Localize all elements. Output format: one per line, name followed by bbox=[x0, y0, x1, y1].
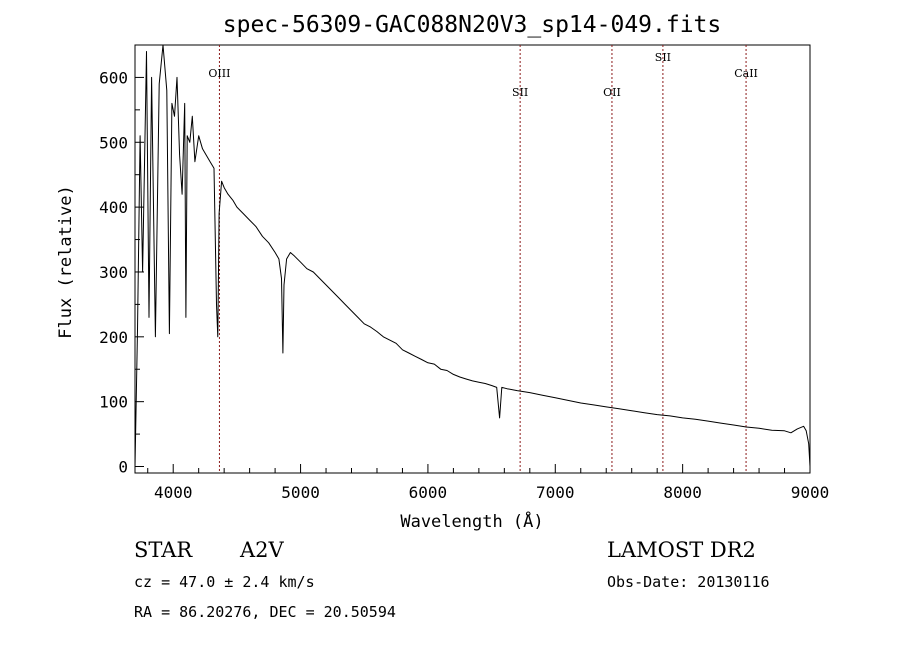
emission-line-label: SII bbox=[655, 51, 671, 64]
x-tick-label: 4000 bbox=[154, 483, 193, 502]
spectrum-line bbox=[134, 44, 811, 467]
y-tick-label: 600 bbox=[99, 68, 128, 87]
survey-label: LAMOST DR2 bbox=[607, 538, 756, 562]
emission-line-label: OIII bbox=[208, 67, 230, 80]
y-tick-label: 300 bbox=[99, 263, 128, 282]
emission-line-label: OII bbox=[603, 86, 621, 99]
x-tick-label: 6000 bbox=[409, 483, 448, 502]
y-tick-label: 0 bbox=[118, 458, 128, 477]
x-tick-label: 8000 bbox=[663, 483, 702, 502]
coordinates: RA = 86.20276, DEC = 20.50594 bbox=[134, 603, 396, 621]
emission-line-label: CaII bbox=[734, 67, 758, 80]
object-class: STAR bbox=[134, 538, 193, 562]
emission-line-label: SII bbox=[512, 86, 528, 99]
y-tick-label: 400 bbox=[99, 198, 128, 217]
x-axis-label: Wavelength (Å) bbox=[400, 510, 543, 532]
redshift-value: cz = 47.0 ± 2.4 km/s bbox=[134, 573, 315, 591]
x-tick-label: 9000 bbox=[791, 483, 830, 502]
y-tick-label: 100 bbox=[99, 393, 128, 412]
y-tick-label: 200 bbox=[99, 328, 128, 347]
observation-date: Obs-Date: 20130116 bbox=[607, 573, 770, 591]
x-tick-label: 7000 bbox=[536, 483, 575, 502]
y-axis-label: Flux (relative) bbox=[56, 185, 76, 339]
object-subclass: A2V bbox=[240, 538, 284, 562]
chart-title: spec-56309-GAC088N20V3_sp14-049.fits bbox=[223, 12, 722, 38]
plot-frame bbox=[134, 44, 811, 474]
y-tick-label: 500 bbox=[99, 133, 128, 152]
x-tick-label: 5000 bbox=[281, 483, 320, 502]
